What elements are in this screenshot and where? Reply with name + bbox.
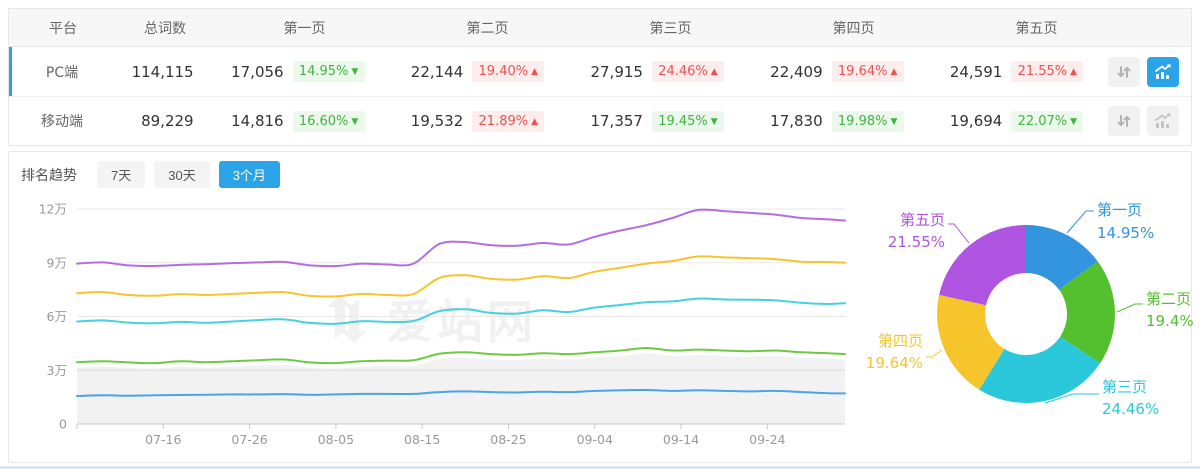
svg-text:07-26: 07-26 <box>231 432 267 447</box>
svg-text:08-25: 08-25 <box>490 432 526 447</box>
table-header-row: 平台 总词数 第一页 第二页 第三页 第四页 第五页 <box>9 9 1191 47</box>
arrow-up-icon: ▲ <box>710 67 718 77</box>
header-total-words: 总词数 <box>144 20 186 37</box>
tab-30-days[interactable]: 30天 <box>154 161 210 188</box>
total-words-value: 114,115 <box>131 62 194 81</box>
page5-change-badge: 22.07% ▼ <box>1011 110 1084 132</box>
page1-change-badge: 14.95% ▼ <box>292 61 365 82</box>
tab-7-days[interactable]: 7天 <box>97 161 146 188</box>
header-page3: 第三页 <box>649 20 692 37</box>
rank-trend-panel: 排名趋势 7天 30天 3个月 爱站网 07-16 07-26 08-05 08-15… <box>8 151 1194 463</box>
svg-text:08-15: 08-15 <box>404 432 440 447</box>
svg-text:0: 0 <box>59 417 67 432</box>
page2-count: 19,532 <box>410 112 464 130</box>
sort-updown-button[interactable] <box>1108 106 1141 136</box>
svg-text:08-05: 08-05 <box>318 432 354 447</box>
header-page5: 第五页 <box>1015 20 1058 37</box>
page4-change-badge: 19.64% ▲ <box>831 61 904 82</box>
header-page4: 第四页 <box>832 20 875 37</box>
header-platform: 平台 <box>49 20 77 37</box>
sort-updown-icon <box>1117 115 1131 127</box>
svg-text:第四页: 第四页 <box>878 332 923 350</box>
sort-updown-icon <box>1117 65 1131 78</box>
arrow-down-icon: ▼ <box>351 116 359 127</box>
header-page1: 第一页 <box>283 20 326 37</box>
svg-text:21.55%: 21.55% <box>888 233 945 251</box>
donut-slice-4 <box>937 294 1005 390</box>
table-row-mobile[interactable]: 移动端 89,229 14,816 16.60% ▼ 19,532 21.89% ▲ 1… <box>9 96 1191 145</box>
page2-count: 22,144 <box>410 62 464 81</box>
page3-change-badge: 24.46% ▲ <box>651 61 724 82</box>
donut-slice-2 <box>1059 261 1115 364</box>
svg-text:6万: 6万 <box>47 309 67 324</box>
page4-count: 22,409 <box>770 62 823 81</box>
svg-text:19.4%: 19.4% <box>1146 312 1194 330</box>
arrow-down-icon: ▼ <box>351 67 359 77</box>
page3-change-badge: 19.45% ▼ <box>651 110 724 132</box>
header-page2: 第二页 <box>466 20 509 37</box>
svg-text:09-04: 09-04 <box>577 432 613 447</box>
sort-updown-button[interactable] <box>1108 56 1141 87</box>
page5-count: 19,694 <box>949 112 1003 130</box>
page3-count: 17,357 <box>590 112 643 130</box>
arrow-up-icon: ▲ <box>531 67 539 77</box>
page2-change-badge: 19.40% ▲ <box>472 61 545 82</box>
platform-label: 移动端 <box>41 114 84 130</box>
svg-text:07-16: 07-16 <box>145 432 181 447</box>
page1-change-badge: 16.60% ▼ <box>292 110 365 132</box>
arrow-down-icon: ▼ <box>1070 116 1078 127</box>
table-row-pc[interactable]: PC端 114,115 17,056 14.95% ▼ 22,144 19.40% ▲ … <box>9 47 1191 96</box>
bottom-accent-line <box>0 466 1200 469</box>
svg-text:09-24: 09-24 <box>749 432 785 447</box>
arrow-up-icon: ▲ <box>890 67 898 77</box>
page4-change-badge: 19.98% ▼ <box>831 110 904 132</box>
svg-text:第五页: 第五页 <box>900 211 945 229</box>
svg-text:9万: 9万 <box>47 255 67 270</box>
platform-label: PC端 <box>45 64 79 81</box>
page1-count: 14,816 <box>231 112 284 130</box>
svg-text:第一页: 第一页 <box>1097 201 1142 219</box>
page1-count: 17,056 <box>231 62 284 81</box>
arrow-up-icon: ▲ <box>1070 67 1078 77</box>
svg-text:24.46%: 24.46% <box>1102 400 1159 418</box>
svg-text:3万: 3万 <box>47 363 67 378</box>
page5-change-badge: 21.55% ▲ <box>1011 61 1084 82</box>
donut-slice-1 <box>1026 225 1098 290</box>
svg-text:14.95%: 14.95% <box>1097 224 1154 242</box>
keyword-rank-table: 平台 总词数 第一页 第二页 第三页 第四页 第五页 PC端 114,115 1… <box>8 8 1192 146</box>
svg-text:第二页: 第二页 <box>1146 290 1191 308</box>
page4-count: 17,830 <box>770 112 823 130</box>
trend-chart-icon <box>1155 63 1171 79</box>
donut-slice-5 <box>939 225 1026 306</box>
page3-count: 27,915 <box>590 62 643 81</box>
svg-text:19.64%: 19.64% <box>866 354 923 372</box>
page5-count: 24,591 <box>949 62 1003 81</box>
rank-trend-line-chart[interactable]: 07-16 07-26 08-05 08-15 08-25 09-04 09-14 09-24… <box>19 190 851 458</box>
page-distribution-donut-chart[interactable]: 第一页 14.95% 第二页 19.4% 第三页 24.46% 第四页 19.64% 第五页 21… <box>851 164 1200 464</box>
arrow-down-icon: ▼ <box>710 116 718 127</box>
trend-chart-button[interactable] <box>1147 56 1180 87</box>
svg-text:12万: 12万 <box>39 202 67 217</box>
trend-title: 排名趋势 <box>21 167 77 184</box>
donut-slice-3 <box>979 336 1101 403</box>
svg-text:第三页: 第三页 <box>1102 378 1147 396</box>
arrow-up-icon: ▲ <box>531 116 539 127</box>
trend-chart-button[interactable] <box>1147 106 1180 136</box>
trend-header: 排名趋势 7天 30天 3个月 <box>21 161 289 188</box>
arrow-down-icon: ▼ <box>890 116 898 127</box>
svg-text:09-14: 09-14 <box>663 432 699 447</box>
trend-chart-icon <box>1155 113 1171 128</box>
total-words-value: 89,229 <box>141 112 194 130</box>
tab-3-months[interactable]: 3个月 <box>218 161 280 188</box>
page2-change-badge: 21.89% ▲ <box>472 110 545 132</box>
